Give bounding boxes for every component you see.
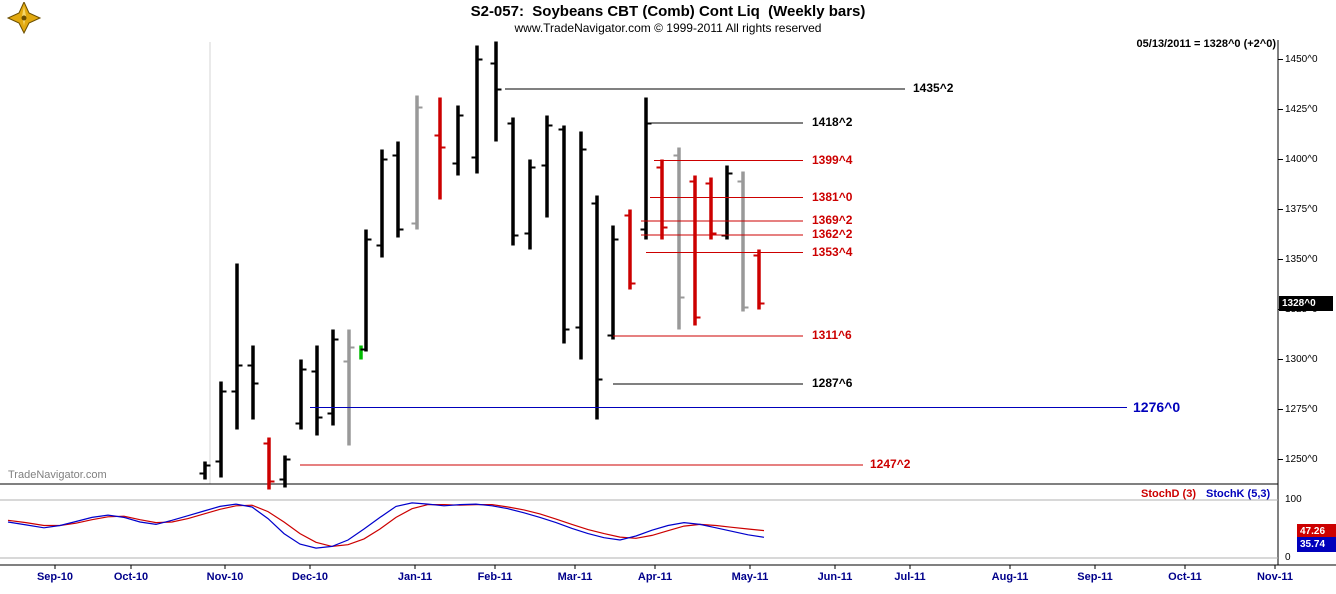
tradenavigator-logo: [6, 2, 42, 34]
stochk-line: [7, 502, 765, 549]
stochd-line: [7, 504, 765, 548]
last-price-badge: 1328^0: [1279, 296, 1333, 311]
stochd-value-badge: 47.26: [1297, 524, 1336, 539]
stochk-value-badge: 35.74: [1297, 537, 1336, 552]
last-quote-readout: 05/13/2011 = 1328^0 (+2^0): [1136, 38, 1276, 50]
chart-subtitle: www.TradeNavigator.com © 1999-2011 All r…: [514, 21, 822, 35]
stochd-legend-label: StochD (3): [1141, 488, 1196, 500]
stochk-legend-label: StochK (5,3): [1206, 488, 1271, 500]
watermark: TradeNavigator.com: [8, 469, 107, 481]
chart-title: S2-057: Soybeans CBT (Comb) Cont Liq (We…: [470, 3, 866, 20]
